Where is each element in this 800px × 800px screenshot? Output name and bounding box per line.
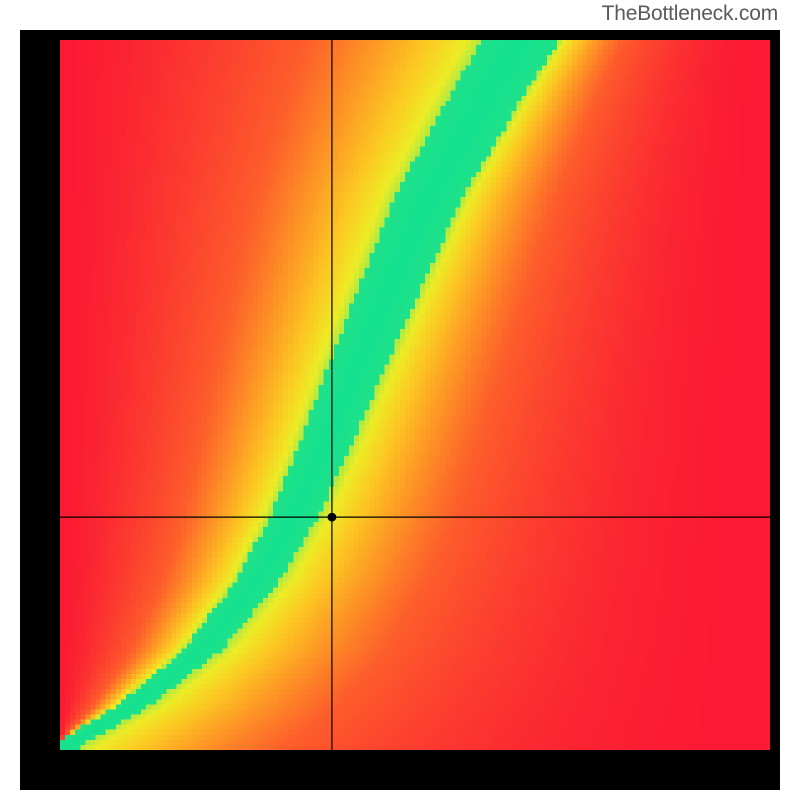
bottleneck-heatmap — [60, 40, 770, 750]
chart-frame — [20, 30, 780, 790]
watermark-text: TheBottleneck.com — [602, 2, 778, 26]
